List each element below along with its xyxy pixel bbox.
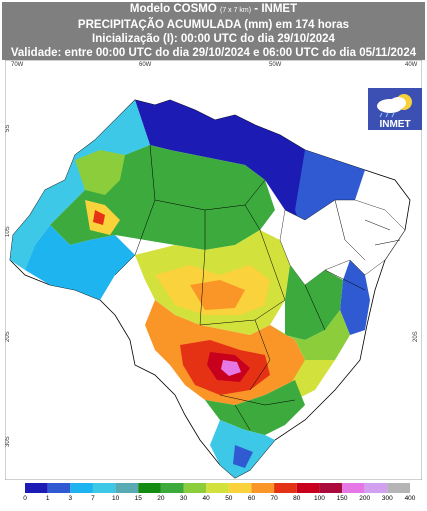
legend-swatch [183, 483, 207, 493]
legend-colorbar [25, 483, 410, 493]
lon-label: 70W [11, 62, 24, 68]
lat-label: 20S [5, 331, 11, 342]
lat-label-right: 20S [413, 331, 419, 342]
legend-tick-label: 40 [202, 495, 210, 502]
legend-swatch [47, 483, 71, 493]
legend-swatch [228, 483, 252, 493]
legend-swatch [274, 483, 297, 493]
legend-swatch [387, 483, 410, 493]
legend-tick-label: 0 [23, 495, 27, 502]
validity-text: Validade: entre 00:00 UTC do dia 29/10/2… [10, 47, 417, 59]
precip-zone-east [285, 265, 343, 340]
lat-label: 10S [5, 226, 11, 237]
state-borders [114, 144, 401, 431]
lat-label: 5S [5, 125, 11, 132]
lat-label: 30S [5, 436, 11, 447]
legend-swatch [251, 483, 275, 493]
legend-tick-label: 50 [225, 495, 233, 502]
legend-swatch [342, 483, 365, 493]
legend-swatch [319, 483, 343, 493]
precip-zone-southeast-coast [290, 360, 335, 400]
legend-tick-label: 3 [68, 495, 73, 502]
precip-zone-northwest [10, 100, 150, 270]
precip-zone-south [205, 380, 305, 435]
legend-swatch [160, 483, 184, 493]
model-title: Modelo COSMO (7 x 7 km) - INMET [129, 3, 298, 15]
legend-tick-label: 60 [247, 495, 256, 502]
precip-zone-central-orange [190, 280, 245, 310]
dry-zone-northeast [279, 199, 406, 286]
lon-label: 40W [405, 62, 418, 68]
lon-label: 60W [139, 62, 152, 68]
map-header: Modelo COSMO (7 x 7 km) - INMET PRECIPIT… [2, 2, 425, 60]
legend-tick-label: 20 [157, 495, 165, 502]
legend-tick-label: 100 [313, 495, 325, 502]
initialization-text: Inicialização (I): 00:00 UTC do dia 29/1… [92, 33, 335, 45]
precip-zone-peak-1 [93, 210, 105, 225]
precip-zone-acre [25, 225, 135, 300]
lon-label: 50W [269, 62, 282, 68]
legend-tick-label: 300 [381, 495, 393, 502]
legend-swatch [364, 483, 388, 493]
precipitation-map: 70W 60W 50W 40W [5, 60, 422, 480]
legend-swatch [25, 483, 48, 493]
logo-text: INMET [379, 119, 410, 130]
legend-swatch [92, 483, 116, 493]
precip-zone-rs-coast [233, 445, 253, 468]
legend-tick-label: 200 [359, 495, 371, 502]
legend-tick-label: 7 [91, 495, 95, 502]
legend-swatch [206, 483, 229, 493]
legend-tick-label: 1 [45, 495, 50, 502]
legend-labels: 0 1 3 7 10 15 20 30 40 50 60 70 80 100 150 200 300 400 [5, 495, 422, 507]
inmet-logo: INMET [368, 88, 422, 130]
legend-tick-label: 15 [134, 495, 142, 502]
legend-tick-label: 400 [404, 495, 416, 502]
legend-swatch [138, 483, 161, 493]
legend-tick-label: 10 [111, 495, 120, 502]
legend-swatch [115, 483, 139, 493]
precip-zone-north [135, 100, 350, 220]
legend-swatch [296, 483, 320, 493]
precip-zone-roraima [75, 150, 125, 195]
legend-tick-label: 70 [270, 495, 278, 502]
legend-tick-label: 30 [179, 495, 188, 502]
legend-tick-label: 80 [293, 495, 301, 502]
precip-zone-east-coast [340, 260, 370, 335]
precip-zone-peak-max [221, 360, 241, 376]
cloud-sun-rain-icon [377, 97, 406, 118]
legend-swatch [70, 483, 93, 493]
legend-tick-label: 150 [336, 495, 348, 502]
product-title: PRECIPITAÇÃO ACUMULADA (mm) em 174 horas [77, 19, 350, 31]
